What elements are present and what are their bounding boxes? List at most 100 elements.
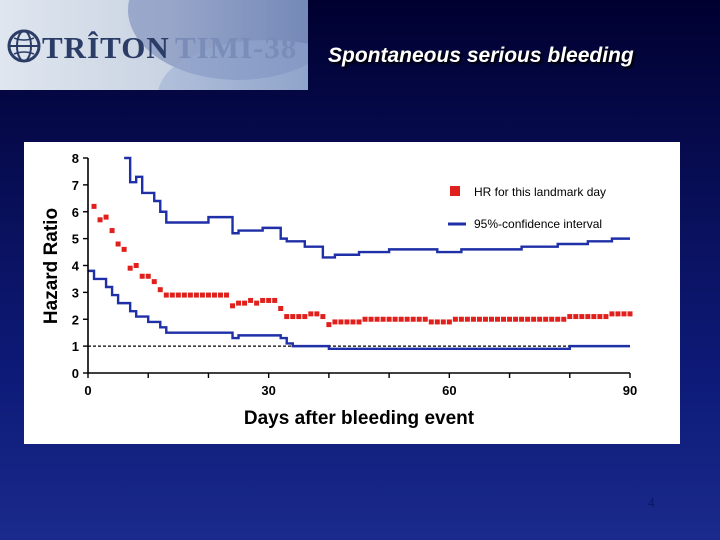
hr-marker [344, 319, 350, 325]
hr-marker [320, 314, 326, 320]
hr-marker [621, 311, 627, 317]
hr-marker [615, 311, 621, 317]
hr-marker [97, 217, 103, 223]
hr-marker [356, 319, 362, 325]
hr-marker [573, 314, 579, 320]
hr-marker [579, 314, 585, 320]
legend-ci-label: 95%-confidence interval [474, 217, 602, 231]
hr-marker [458, 316, 464, 322]
y-tick-label: 6 [72, 205, 79, 220]
hr-marker [428, 319, 434, 325]
hr-marker [519, 316, 525, 322]
hr-marker [278, 306, 284, 311]
legend-hr-label: HR for this landmark day [474, 185, 606, 199]
hr-marker [175, 292, 181, 298]
x-tick-label: 30 [261, 383, 275, 398]
legend-hr-swatch [450, 186, 460, 196]
hr-marker [398, 316, 404, 322]
hr-marker [211, 292, 217, 298]
hr-marker [555, 316, 561, 322]
hr-marker [266, 297, 272, 303]
hr-marker [561, 316, 567, 322]
hr-marker [248, 297, 254, 303]
hr-marker [145, 273, 151, 279]
hr-marker [591, 314, 597, 320]
logo-text-triton: TRÎTON [42, 30, 170, 65]
hr-marker [476, 316, 482, 322]
hr-marker [115, 241, 121, 247]
hr-marker [217, 292, 223, 298]
hr-marker [470, 316, 476, 322]
page-number: 4 [648, 496, 655, 510]
logo-text-timi: TIMI-38 [175, 30, 298, 65]
hr-marker [254, 300, 260, 306]
hr-marker [597, 314, 603, 320]
hr-marker [121, 246, 127, 252]
hr-marker [446, 319, 452, 325]
hr-marker [392, 316, 398, 322]
hr-marker [422, 316, 428, 322]
hr-marker [187, 292, 193, 298]
hr-marker [507, 316, 513, 322]
ci-line-2 [88, 269, 630, 351]
x-tick-label: 60 [442, 383, 456, 398]
hr-marker [205, 292, 211, 298]
y-tick-label: 7 [72, 178, 79, 193]
hr-marker [236, 300, 242, 306]
hr-marker [133, 263, 139, 268]
hr-marker [380, 316, 386, 322]
y-tick-label: 0 [72, 366, 79, 381]
hr-marker [181, 292, 187, 298]
hr-marker [434, 319, 440, 325]
hr-marker [482, 316, 488, 322]
hr-marker [151, 279, 157, 285]
y-tick-label: 8 [72, 151, 79, 166]
hr-marker [531, 316, 537, 322]
hr-marker [163, 292, 169, 298]
hr-marker [374, 316, 380, 322]
hr-marker [513, 316, 519, 322]
slide-title: Spontaneous serious bleeding [328, 44, 634, 67]
hr-marker [627, 311, 633, 317]
hr-marker [501, 316, 507, 322]
hr-marker [308, 311, 314, 317]
hr-marker [603, 314, 609, 320]
hr-marker [362, 316, 368, 322]
x-axis-label: Days after bleeding event [244, 408, 475, 429]
hr-marker [495, 316, 501, 322]
hr-marker [169, 292, 175, 298]
globe-icon [7, 29, 41, 63]
hr-marker [290, 314, 296, 320]
hr-marker [543, 316, 549, 322]
y-axis-label: Hazard Ratio [41, 208, 62, 324]
hr-marker [272, 297, 278, 303]
hr-marker [609, 311, 615, 317]
hr-marker [199, 292, 205, 298]
hr-marker [585, 314, 591, 320]
y-tick-label: 5 [72, 232, 79, 247]
hr-marker [416, 316, 422, 322]
hr-marker [464, 316, 470, 322]
chart-panel: 0 1 2 3 4 5 6 7 8 0 30 60 90 HR for this landmark da… [24, 142, 680, 444]
hr-marker [549, 316, 555, 322]
y-tick-label: 2 [72, 312, 79, 327]
hr-marker [284, 314, 290, 320]
hr-marker [314, 311, 320, 317]
hr-marker [296, 314, 302, 320]
hr-marker [193, 292, 199, 298]
hr-marker [537, 316, 543, 322]
hr-marker [350, 319, 356, 325]
hr-marker [404, 316, 410, 322]
hr-marker [338, 319, 344, 325]
hr-marker [230, 303, 236, 309]
hr-marker [224, 292, 230, 298]
hr-marker [410, 316, 416, 322]
hr-marker [525, 316, 531, 322]
y-tick-label: 1 [72, 339, 79, 354]
hr-marker [452, 316, 458, 322]
hr-marker [242, 300, 248, 306]
hr-marker [139, 273, 145, 279]
hr-marker [157, 287, 163, 293]
hr-marker [260, 297, 266, 303]
x-tick-label: 90 [623, 383, 637, 398]
